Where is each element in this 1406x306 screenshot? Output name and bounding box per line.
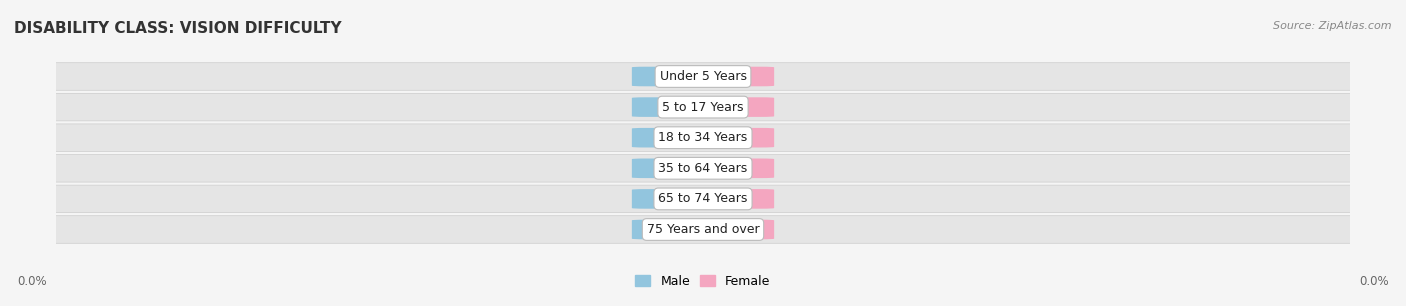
FancyBboxPatch shape xyxy=(31,63,1375,90)
Text: 0.0%: 0.0% xyxy=(716,192,748,205)
FancyBboxPatch shape xyxy=(31,155,1375,182)
FancyBboxPatch shape xyxy=(690,159,775,178)
FancyBboxPatch shape xyxy=(31,185,1375,213)
FancyBboxPatch shape xyxy=(631,67,716,86)
FancyBboxPatch shape xyxy=(631,220,716,239)
Text: 0.0%: 0.0% xyxy=(658,223,690,236)
FancyBboxPatch shape xyxy=(690,189,775,209)
Text: 0.0%: 0.0% xyxy=(658,101,690,114)
FancyBboxPatch shape xyxy=(690,97,775,117)
Text: Under 5 Years: Under 5 Years xyxy=(659,70,747,83)
Text: 0.0%: 0.0% xyxy=(716,162,748,175)
Text: Source: ZipAtlas.com: Source: ZipAtlas.com xyxy=(1274,21,1392,32)
Text: 0.0%: 0.0% xyxy=(716,70,748,83)
Text: 0.0%: 0.0% xyxy=(658,131,690,144)
Text: 0.0%: 0.0% xyxy=(1360,275,1389,288)
FancyBboxPatch shape xyxy=(31,124,1375,151)
Text: 65 to 74 Years: 65 to 74 Years xyxy=(658,192,748,205)
FancyBboxPatch shape xyxy=(631,159,716,178)
FancyBboxPatch shape xyxy=(31,216,1375,243)
Text: 35 to 64 Years: 35 to 64 Years xyxy=(658,162,748,175)
Legend: Male, Female: Male, Female xyxy=(636,275,770,288)
Text: 0.0%: 0.0% xyxy=(716,101,748,114)
Text: DISABILITY CLASS: VISION DIFFICULTY: DISABILITY CLASS: VISION DIFFICULTY xyxy=(14,21,342,36)
Text: 5 to 17 Years: 5 to 17 Years xyxy=(662,101,744,114)
Text: 0.0%: 0.0% xyxy=(658,192,690,205)
Text: 18 to 34 Years: 18 to 34 Years xyxy=(658,131,748,144)
Text: 0.0%: 0.0% xyxy=(658,162,690,175)
Text: 0.0%: 0.0% xyxy=(716,223,748,236)
FancyBboxPatch shape xyxy=(631,128,716,147)
FancyBboxPatch shape xyxy=(690,220,775,239)
FancyBboxPatch shape xyxy=(31,93,1375,121)
Text: 0.0%: 0.0% xyxy=(17,275,46,288)
FancyBboxPatch shape xyxy=(690,128,775,147)
Text: 75 Years and over: 75 Years and over xyxy=(647,223,759,236)
FancyBboxPatch shape xyxy=(631,189,716,209)
Text: 0.0%: 0.0% xyxy=(658,70,690,83)
Text: 0.0%: 0.0% xyxy=(716,131,748,144)
FancyBboxPatch shape xyxy=(690,67,775,86)
FancyBboxPatch shape xyxy=(631,97,716,117)
